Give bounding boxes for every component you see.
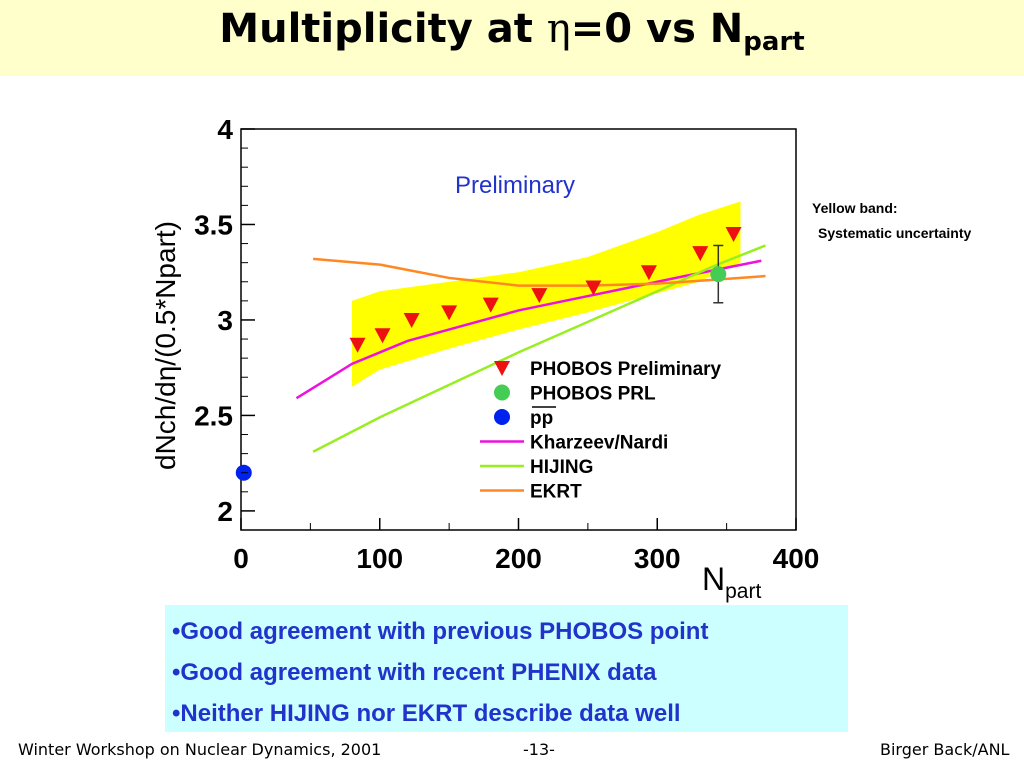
y-tick-label: 2: [217, 496, 233, 527]
x-axis-label: Npart: [702, 561, 761, 603]
x-tick-label: 300: [634, 543, 681, 574]
uncertainty-band-layer: [352, 201, 741, 387]
systematic-uncertainty-band: [352, 201, 741, 387]
point-phobos-preliminary: [349, 337, 366, 353]
series-line-kharzeev-nardi: [295, 259, 762, 400]
data-markers-layer: [235, 227, 742, 481]
x-tick-label: 100: [356, 543, 403, 574]
bullet-item: •Neither HIJING nor EKRT describe data w…: [172, 700, 681, 727]
y-tick-label: 4: [217, 114, 233, 145]
y-tick-label: 3: [217, 305, 233, 336]
footer-right: Birger Back/ANL: [880, 740, 1010, 759]
point-phobos-preliminary: [725, 227, 742, 243]
legend-label-ekrt: EKRT: [530, 482, 582, 503]
y-tick-label: 3.5: [194, 209, 233, 240]
point-phobos-preliminary: [403, 312, 420, 328]
y-tick-label: 2.5: [194, 400, 233, 431]
note-systematic-uncertainty: Systematic uncertainty: [818, 225, 972, 241]
slide-title: Multiplicity at η=0 vs Npart: [219, 6, 805, 57]
x-tick-label: 400: [773, 543, 820, 574]
series-line-hijing: [312, 244, 766, 453]
point-phobos-preliminary: [441, 305, 458, 321]
bullet-item: •Good agreement with recent PHENIX data: [172, 659, 657, 686]
title-bar: [0, 0, 1024, 76]
series-line-ekrt: [313, 257, 766, 287]
point-phobos-preliminary: [374, 328, 391, 344]
model-lines-layer: [295, 244, 766, 453]
point-phobos-preliminary: [482, 297, 499, 313]
y-axis-label: dNch/dη/(0.5*Npart): [150, 221, 181, 470]
legend: PHOBOS Preliminary PHOBOS PRL pp Kharzeev/N…: [480, 359, 722, 503]
legend-swatch-pp: [494, 409, 510, 425]
ticks-layer: 0 100 200 300 400 2 2.5 3 3.5 4: [194, 114, 819, 574]
x-tick-label: 200: [495, 543, 542, 574]
legend-label-pp: pp: [530, 408, 553, 429]
legend-label-kharzeev-nardi: Kharzeev/Nardi: [530, 433, 668, 454]
bullet-box: •Good agreement with previous PHOBOS poi…: [165, 605, 848, 732]
footer-left: Winter Workshop on Nuclear Dynamics, 200…: [18, 740, 382, 759]
legend-swatch-phobos-preliminary: [494, 361, 510, 376]
point-phobos-prl: [710, 266, 727, 283]
note-yellow-band: Yellow band:: [812, 200, 898, 216]
point-phobos-preliminary: [531, 288, 548, 304]
legend-swatch-phobos-prl: [494, 384, 510, 401]
point-phobos-preliminary: [692, 246, 709, 262]
legend-label-phobos-prl: PHOBOS PRL: [530, 384, 656, 405]
x-tick-label: 0: [233, 543, 249, 574]
point-phobos-preliminary: [585, 280, 602, 296]
point-phobos-preliminary: [640, 265, 657, 281]
bullet-item: •Good agreement with previous PHOBOS poi…: [172, 618, 709, 645]
legend-label-hijing: HIJING: [530, 457, 593, 478]
legend-label-phobos-preliminary: PHOBOS Preliminary: [530, 359, 722, 380]
preliminary-annotation: Preliminary: [455, 172, 575, 199]
footer-center: -13-: [523, 740, 555, 759]
